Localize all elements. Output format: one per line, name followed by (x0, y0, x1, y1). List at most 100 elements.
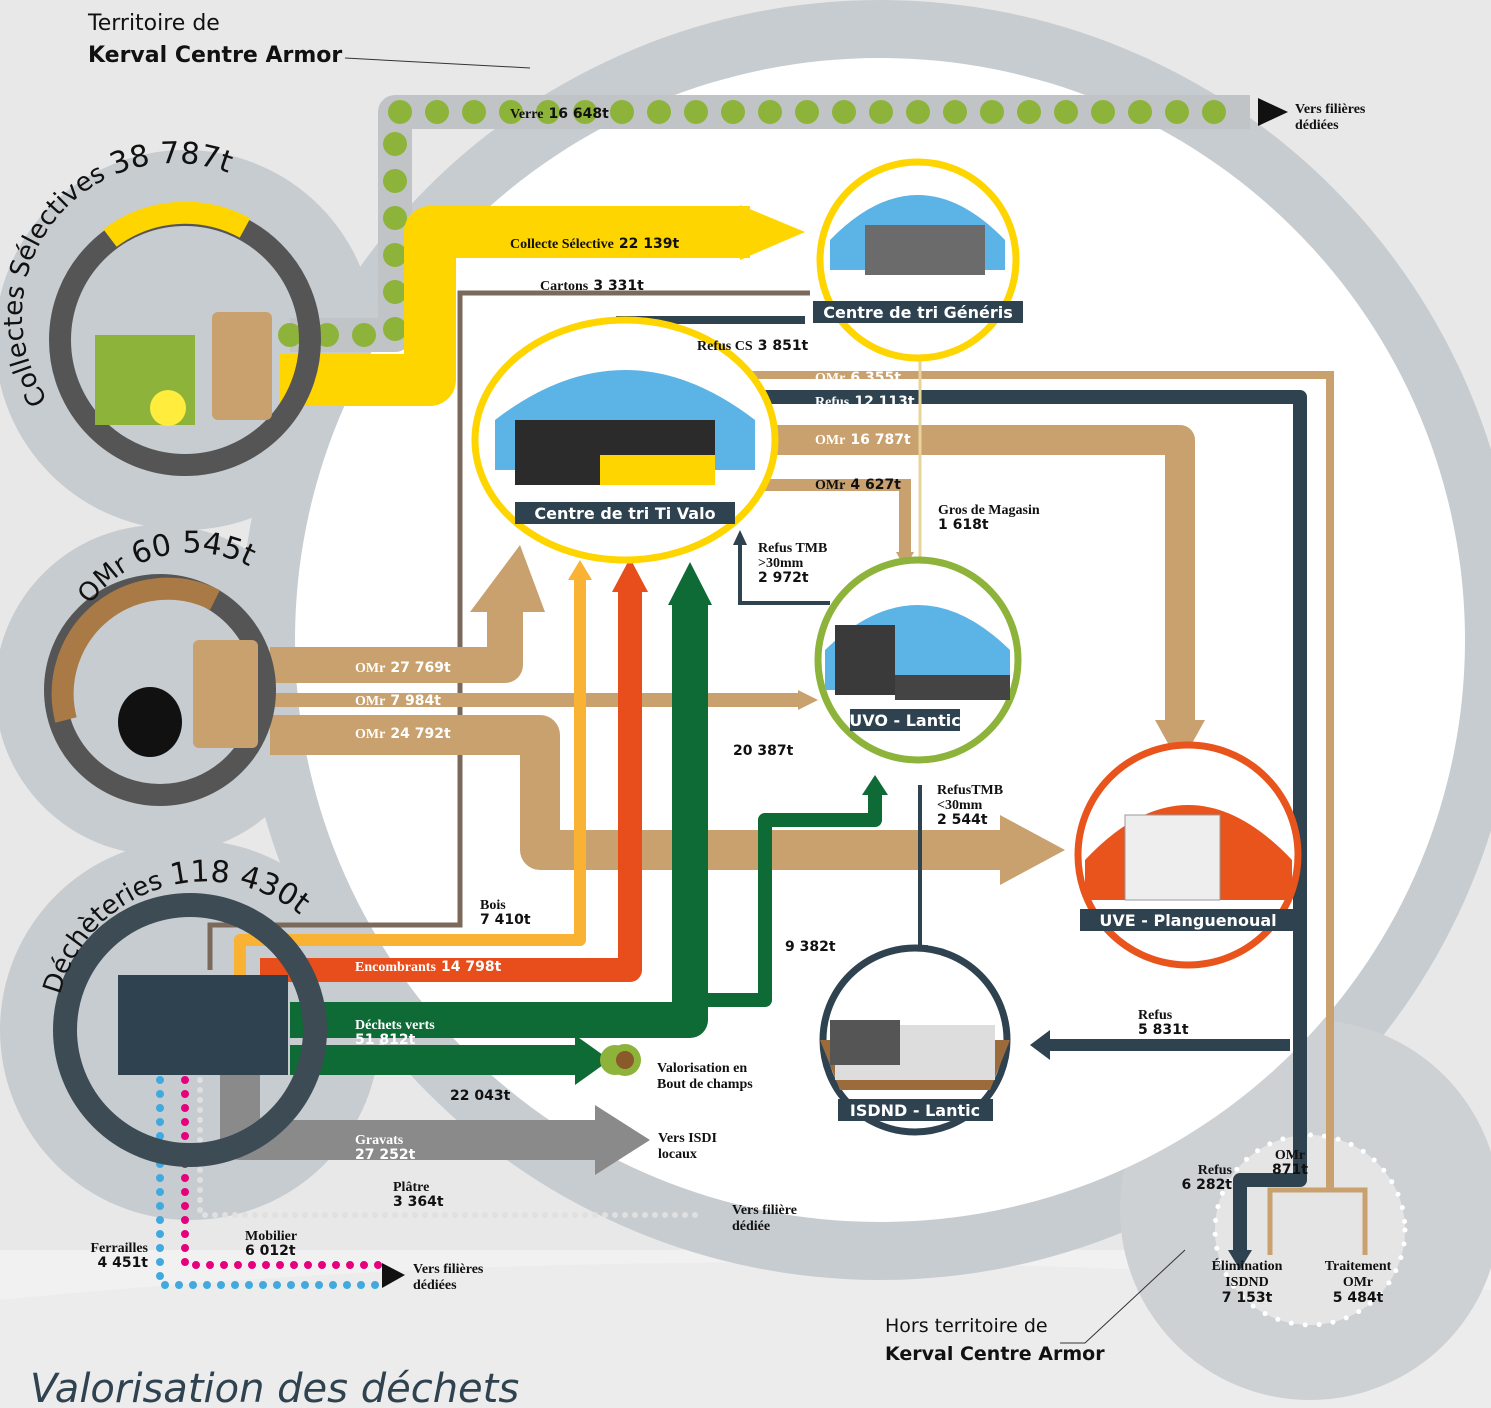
flow-name: OMr (355, 727, 385, 742)
flow-name: OMr (355, 661, 385, 676)
flow-name: Refus CS (697, 339, 753, 354)
flow-label: OMr 4 627t (815, 474, 901, 493)
flow-name: OMr (815, 433, 845, 448)
destination-name: Élimination (1212, 1257, 1283, 1274)
flow-label: OMr 7 984t (355, 690, 441, 709)
flow-lines-path (1030, 1030, 1050, 1060)
flow-lines-path (575, 1035, 610, 1085)
destination-name: Vers filières (1295, 102, 1366, 117)
flow-name: Refus (815, 395, 850, 410)
destination-name: Bout de champs (657, 1077, 753, 1092)
destination-name: locaux (658, 1147, 697, 1162)
flow-name: Refus TMB (758, 541, 827, 556)
flow-name: Bois (480, 898, 506, 913)
flow-lines-path (1228, 1250, 1252, 1270)
facility-name: UVO - Lantic (849, 711, 960, 730)
flow-amount: 1 618t (938, 517, 989, 533)
flow-lines-path (207, 290, 810, 970)
source-circles-ellipse (118, 687, 182, 757)
destination-name: Traitement (1325, 1259, 1392, 1274)
flow-lines-path (738, 540, 830, 605)
flow-lines-path (344, 57, 531, 69)
flow-name: Mobilier (245, 1229, 297, 1244)
flow-lines-path (181, 1076, 384, 1269)
flow-lines-path (470, 545, 545, 612)
flow-name: RefusTMB (937, 783, 1003, 798)
footer-title: Valorisation des déchets (30, 1366, 519, 1408)
flow-lines-path (290, 600, 708, 1038)
flow-lines-path (612, 558, 648, 592)
flow-name: Gravats (355, 1133, 404, 1148)
flow-lines-path (740, 371, 1334, 1190)
flow-amount: 7 410t (480, 912, 531, 928)
flow-label: Verre 16 648t (510, 103, 609, 122)
flow-lines-path (798, 690, 818, 710)
territory-name: Kerval Centre Armor (88, 43, 342, 68)
destination-name: ISDND (1225, 1275, 1269, 1290)
facilities-rect (895, 675, 1010, 700)
flow-amount: 4 451t (97, 1255, 148, 1271)
facilities-rect (813, 301, 1023, 323)
flow-lines-path (1258, 98, 1288, 126)
flow-amount: 871t (1272, 1162, 1308, 1178)
flow-amount: 6 355t (850, 370, 901, 386)
facilities-rect (865, 225, 985, 275)
flow-label: OMr 24 792t (355, 723, 451, 742)
background-path (0, 1262, 1491, 1408)
destination-name: dédiée (732, 1219, 770, 1234)
flow-name: OMr (355, 694, 385, 709)
source-circles-rect (118, 975, 288, 1075)
flow-name: Refus (1198, 1163, 1233, 1178)
flow-lines-path (197, 1077, 708, 1218)
destination-amount: 7 153t (1222, 1290, 1273, 1306)
flow-amount: 16 787t (850, 432, 911, 448)
flow-lines-path (1000, 815, 1065, 885)
flow-name: Cartons (540, 279, 589, 294)
facilities-rect (838, 1099, 993, 1121)
facilities-rect (1124, 814, 1221, 901)
flow-label: OMr 27 769t (355, 657, 451, 676)
flow-amount: 2 544t (937, 812, 988, 828)
flow-name: Collecte Sélective (510, 237, 614, 252)
flow-amount: 51 812t (355, 1032, 416, 1048)
flow-label: OMr 6 355t (815, 367, 901, 386)
flow-lines-path (760, 425, 1195, 725)
facilities-rect (515, 502, 735, 524)
destination-name: dédiées (1295, 118, 1339, 133)
flow-lines-path (700, 790, 882, 1007)
flow-amount: 27 252t (355, 1147, 416, 1163)
flow-amount: 7 984t (390, 693, 441, 709)
flow-label: OMr 16 787t (815, 429, 911, 448)
flow-lines-path (382, 1263, 405, 1288)
flow-label: Refus CS 3 851t (697, 335, 809, 354)
source-circles-rect (193, 640, 258, 748)
flow-name: Plâtre (393, 1180, 429, 1195)
source-circles-path (103, 201, 251, 247)
facility-name: ISDND - Lantic (850, 1101, 980, 1120)
facilities (471, 158, 1302, 1136)
flow-lines-path (260, 590, 642, 982)
flow-lines-path (280, 206, 750, 406)
source-circles-circle (53, 893, 327, 1167)
flow-lines-path (568, 560, 592, 580)
flow-name: >30mm (758, 556, 804, 571)
facility-name: Centre de tri Ti Valo (534, 504, 715, 523)
destination-name: Valorisation en (657, 1061, 747, 1076)
flow-lines-path (234, 578, 586, 975)
flow-amount: 20 387t (733, 743, 794, 759)
flow-lines-path (733, 530, 747, 545)
destination-name: OMr (1343, 1275, 1373, 1290)
flow-amount: 16 648t (549, 106, 610, 122)
flow-label: Refus 12 113t (815, 391, 915, 410)
flow-lines-path (668, 562, 712, 605)
flow-amount: 12 113t (854, 394, 915, 410)
facilities-rect (1080, 909, 1295, 931)
destination-name: dédiées (413, 1278, 457, 1293)
source-circles-circle (616, 1051, 634, 1069)
facility-name: Centre de tri Généris (823, 303, 1013, 322)
flow-name: OMr (815, 371, 845, 386)
flow-name: Gros de Magasin (938, 503, 1040, 518)
flow-amount: 24 792t (390, 726, 451, 742)
flow-lines-path (1060, 1249, 1186, 1344)
